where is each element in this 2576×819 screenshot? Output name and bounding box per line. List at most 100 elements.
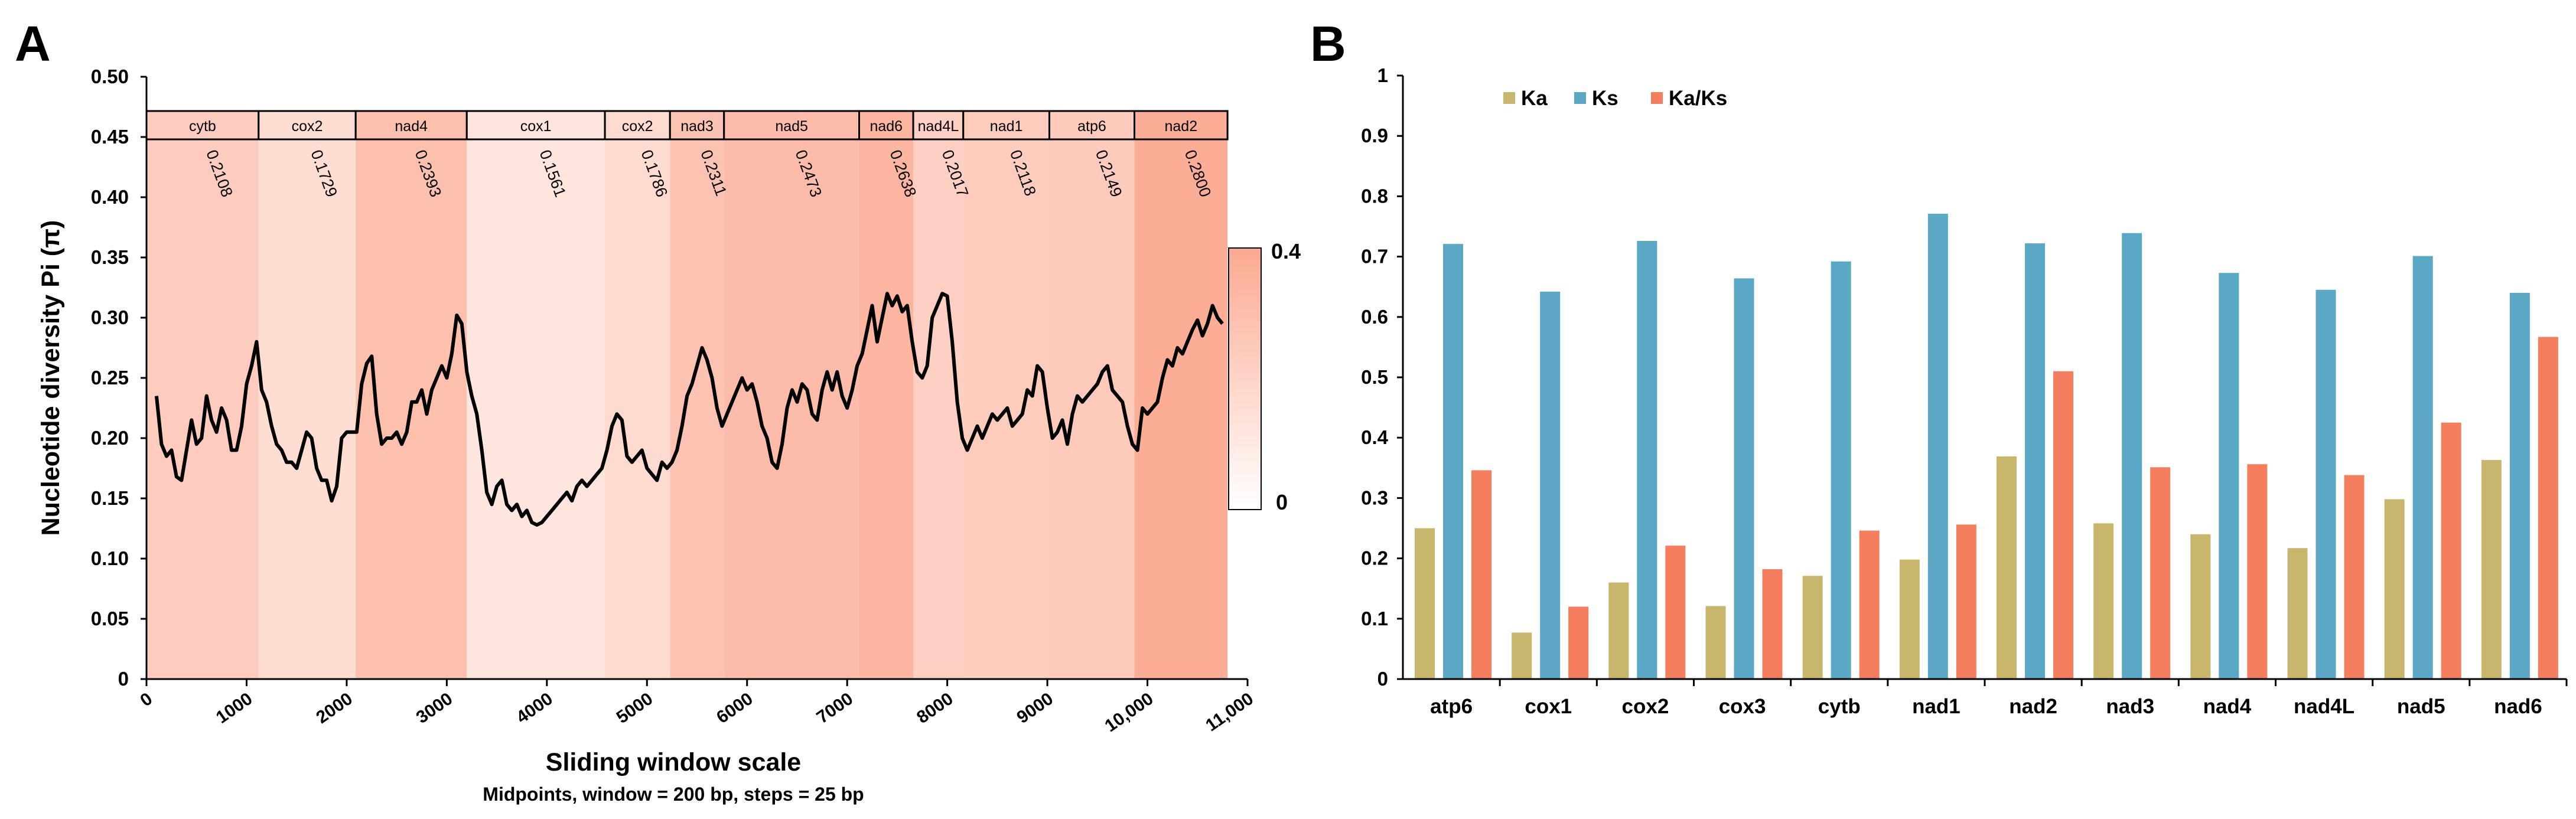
bar-ks-cytb xyxy=(1831,261,1851,679)
legend-label: Ka xyxy=(1521,87,1548,110)
a-x-tick-label: 10,000 xyxy=(1101,689,1157,736)
b-y-tick-label: 0 xyxy=(1377,668,1388,690)
gene-band xyxy=(963,111,1050,679)
gene-label: cytb xyxy=(189,118,216,135)
a-y-tick-label: 0.15 xyxy=(91,487,129,509)
bar-ka-ks-cox3 xyxy=(1762,569,1783,679)
gene-header-cell xyxy=(962,110,1050,141)
panel-a-letter: A xyxy=(15,16,51,71)
bar-ks-nad6 xyxy=(2509,292,2530,679)
gene-header-cell xyxy=(145,110,260,141)
bar-ka-ks-atp6 xyxy=(1471,470,1491,679)
b-y-tick-label: 0.2 xyxy=(1361,547,1388,569)
b-y-axis-ticks: 0 0.1 0.2 0.3 0.4 0.5 0.6 0.7 0.8 0.9 1 xyxy=(1361,64,1403,690)
b-legend: Ka Ks Ka/Ks xyxy=(1503,87,1727,110)
a-y-tick-label: 0.30 xyxy=(91,306,129,328)
bar-ks-nad5 xyxy=(2412,256,2433,679)
bar-ka-ks-cox2 xyxy=(1665,546,1686,679)
b-category-label: nad6 xyxy=(2494,695,2542,718)
b-category-label: atp6 xyxy=(1430,695,1473,718)
gene-label: nad5 xyxy=(775,118,808,135)
a-x-axis-title: Sliding window scale xyxy=(546,748,801,776)
gene-bands xyxy=(146,111,1228,679)
legend-swatch-ka-ks xyxy=(1651,92,1663,104)
legend-label: Ks xyxy=(1592,87,1618,110)
a-y-axis-ticks: 0 0.05 0.10 0.15 0.20 0.25 0.30 0.35 0.40 0.45 0.5… xyxy=(91,66,146,690)
bar-ka-ks-nad5 xyxy=(2441,422,2461,679)
gene-label: cox2 xyxy=(292,118,323,135)
bar-ks-nad4L xyxy=(2316,289,2336,679)
b-category-label: cox2 xyxy=(1622,695,1669,718)
bar-ka-nad2 xyxy=(1997,456,2017,679)
a-x-tick-label: 11,000 xyxy=(1202,689,1257,736)
bar-ka-ks-cytb xyxy=(1859,530,1880,679)
b-category-label: nad1 xyxy=(1912,695,1961,718)
bar-ka-cox1 xyxy=(1512,632,1532,679)
legend-swatch-ks xyxy=(1574,92,1586,104)
gene-header-cell xyxy=(258,110,357,141)
legend-label: Ka/Ks xyxy=(1669,87,1727,110)
panel-b: B 0 0.1 0.2 0.3 0.4 0.5 0.6 0.7 0.8 0.9 1 atp6 cox1… xyxy=(1310,16,2568,718)
b-category-label: nad5 xyxy=(2397,695,2445,718)
bar-ks-cox3 xyxy=(1734,278,1754,680)
bar-ka-ks-nad2 xyxy=(2053,371,2073,679)
gene-label: nad4 xyxy=(395,118,428,135)
gene-band xyxy=(605,111,670,679)
b-category-label: nad3 xyxy=(2106,695,2154,718)
panel-b-letter: B xyxy=(1310,16,1346,71)
gene-header-cell xyxy=(1134,110,1229,141)
bar-ka-ks-nad3 xyxy=(2150,467,2171,679)
gene-header-cell xyxy=(858,110,914,141)
b-y-tick-label: 0.3 xyxy=(1361,487,1388,508)
gene-header-cell xyxy=(465,110,606,141)
a-y-tick-label: 0.20 xyxy=(91,427,129,449)
gene-label: nad4L xyxy=(918,118,959,135)
b-category-label: nad2 xyxy=(2009,695,2057,718)
b-category-label: cox1 xyxy=(1525,695,1572,718)
b-category-label: cox3 xyxy=(1719,695,1766,718)
a-x-tick-label: 3000 xyxy=(413,689,457,727)
a-x-axis-ticks: 0 1000 2000 3000 4000 5000 6000 7000 8000 9000 10,… xyxy=(136,679,1257,736)
bar-ks-atp6 xyxy=(1443,244,1463,679)
bar-ka-ks-nad6 xyxy=(2538,337,2558,679)
b-y-tick-label: 0.4 xyxy=(1361,426,1389,448)
gene-band xyxy=(356,111,467,679)
bar-ka-nad1 xyxy=(1899,559,1920,679)
a-x-axis-subtitle: Midpoints, window = 200 bp, steps = 25 b… xyxy=(483,784,864,805)
gene-band xyxy=(1049,111,1135,679)
gene-band xyxy=(258,111,356,679)
a-y-tick-label: 0.35 xyxy=(91,246,129,268)
bar-ka-nad4 xyxy=(2190,534,2211,679)
a-y-axis-title: Nucleotide diversity Pi (π) xyxy=(37,220,65,536)
bar-ka-ks-nad4 xyxy=(2247,464,2268,679)
gene-header-cell xyxy=(604,110,671,141)
gene-header-row: cytb cox2 nad4 cox1 cox2 nad3 nad5 nad6 nad4L nad… xyxy=(145,110,1229,141)
bar-ka-ks-cox1 xyxy=(1568,606,1589,679)
b-bars xyxy=(1415,214,2558,680)
bar-ks-nad3 xyxy=(2122,233,2142,679)
bar-ks-nad2 xyxy=(2025,243,2045,680)
bar-ka-ks-nad4L xyxy=(2344,475,2365,679)
bar-ka-nad4L xyxy=(2287,548,2308,679)
gene-label: cox2 xyxy=(622,118,653,135)
a-y-tick-label: 0.10 xyxy=(91,547,129,569)
b-y-tick-label: 0.7 xyxy=(1361,246,1388,267)
a-y-tick-label: 0.45 xyxy=(91,126,129,148)
gene-label: nad3 xyxy=(680,118,714,135)
colorbar: 0.4 0 xyxy=(1228,239,1301,514)
b-category-label: nad4 xyxy=(2203,695,2252,718)
b-category-label: nad4L xyxy=(2294,695,2354,718)
gene-label: atp6 xyxy=(1077,118,1106,135)
bar-ka-cox2 xyxy=(1608,582,1629,679)
bar-ks-nad4 xyxy=(2219,273,2239,680)
a-y-tick-label: 0.05 xyxy=(91,608,129,629)
a-y-tick-label: 0 xyxy=(118,668,129,690)
a-x-tick-label: 9000 xyxy=(1013,689,1057,727)
gene-band xyxy=(859,111,914,679)
b-y-tick-label: 0.5 xyxy=(1361,366,1388,388)
bar-ka-nad5 xyxy=(2384,499,2405,679)
a-x-tick-label: 0 xyxy=(136,689,156,711)
colorbar-gradient xyxy=(1228,247,1262,510)
a-x-tick-label: 5000 xyxy=(613,689,657,727)
